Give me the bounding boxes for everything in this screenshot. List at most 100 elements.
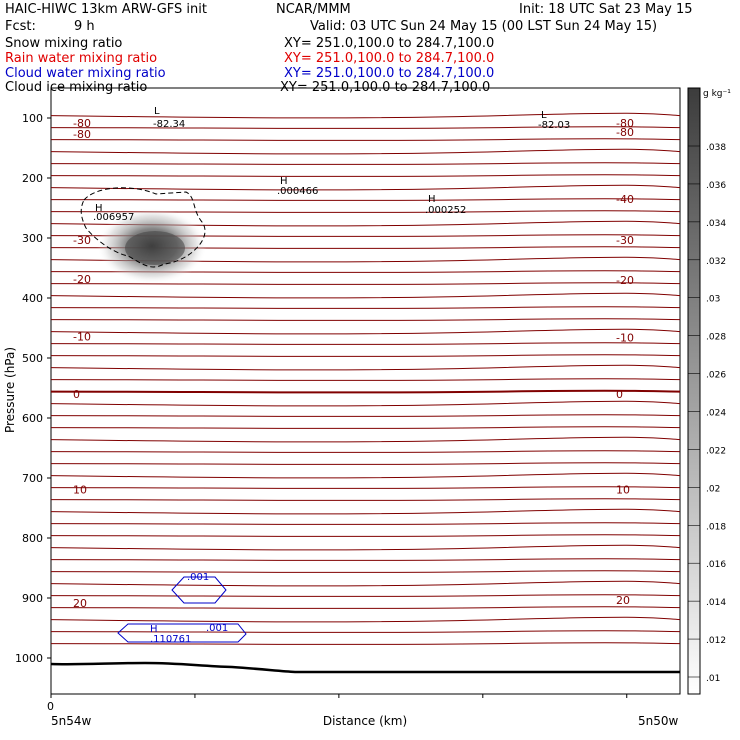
init-time: Init: 18 UTC Sat 23 May 15 [519,2,693,17]
colorbar-tick-label: .012 [706,636,726,646]
isotherm-line [50,534,681,537]
isotherm-line [50,292,681,299]
isotherm-label: -80 [616,126,634,139]
isotherm-line [50,580,681,587]
isotherm-line [50,174,681,177]
isotherm-line [50,318,681,321]
colorbar-unit: g kg⁻¹ [703,89,731,99]
colorbar-tick-label: .034 [706,219,726,229]
colorbar-tick-label: .022 [706,446,726,456]
x-axis-ticks [50,694,628,698]
isotherm-line [50,606,681,609]
colorbar-ticks: .01 .012 .014 .016 .018 .02 .022 .024 .026 .028 .0… [688,143,726,684]
legend-rain-xy: XY= 251.0,100.0 to 284.7,100.0 [284,51,495,66]
cloud-water-label: .001 [206,623,228,634]
legend-cloudwater-label: Cloud water mixing ratio [5,66,166,81]
isotherm-line [50,148,681,155]
isotherm-label: 0 [616,388,623,401]
isotherm-line [50,126,681,129]
isotherm-label: -30 [616,234,634,247]
isotherm-line [50,594,681,597]
high-marker: H [280,176,288,187]
isotherm-label: -40 [616,193,634,206]
cloud-ice-contour [80,187,206,268]
forecast-label: Fcst: [5,19,36,34]
colorbar-tick-label: .024 [706,409,726,419]
isotherm-labels: -80-80-80-80-40-30 -30-20 -20-10 -100 010 102… [73,117,634,610]
freezing-level-line [50,389,681,394]
low-value: -82.34 [153,119,185,130]
y-tick-label: 300 [22,232,43,245]
isotherm-line [50,282,681,285]
isotherm-line [50,426,681,429]
low-value: -82.03 [538,120,570,131]
y-axis-label: Pressure (hPa) [3,347,17,433]
forecast-hours: 9 h [74,19,95,34]
isotherm-line [50,472,681,479]
high-value: .000466 [277,186,318,197]
isotherm-line [50,436,681,443]
y-tick-label: 1000 [15,652,43,665]
colorbar-tick-label: .02 [706,484,720,494]
isotherm-label: 20 [616,594,630,607]
low-marker: L [541,110,547,121]
y-tick-label: 100 [22,112,43,125]
isotherm-label: 10 [616,483,630,496]
colorbar: .01 .012 .014 .016 .018 .02 .022 .024 .026 .028 .0… [687,87,726,695]
isotherm-line [50,198,681,201]
y-tick-label: 700 [22,472,43,485]
isotherm-line [50,498,681,501]
isotherm-line [50,306,681,309]
isotherm-line [50,378,681,381]
cloud-water-label: .001 [187,572,209,583]
isotherm-line [50,570,681,573]
cloud-water-contour-lower [117,623,247,643]
high-marker: H [150,624,158,635]
chart-title: HAIC-HIWC 13km ARW-GFS init [5,2,207,17]
isotherm-label: -80 [73,128,91,141]
isotherm-line [50,364,681,371]
isotherm-line [50,414,681,417]
isotherm-line [50,162,681,165]
isotherm-label: -30 [73,234,91,247]
isotherm-line [50,616,681,623]
isotherm-line [50,630,681,633]
isotherm-line [50,184,681,191]
isotherm-label: 10 [73,483,87,496]
extrema-labels: L -82.34 L -82.03 H .006957 H .000466 H … [93,106,570,645]
x-right-location: 5n50w [638,714,679,728]
isotherm-line [50,328,681,335]
x-left-location: 5n54w [51,714,92,728]
cloud-water-contour-upper [171,576,227,604]
isotherm-label: -80 [73,117,91,130]
isotherm-line [50,450,681,453]
isotherm-line [50,112,681,119]
isotherm-label: 20 [73,597,87,610]
colorbar-tick-label: .026 [706,371,726,381]
x-tick-zero: 0 [47,700,54,713]
high-value: .000252 [425,205,466,216]
legend-cloudwater-xy: XY= 251.0,100.0 to 284.7,100.0 [284,66,495,81]
isotherm-line [50,354,681,357]
high-value: .006957 [93,212,134,223]
isotherm-line [50,558,681,561]
y-axis-ticks: 100 200 300 400 500 600 700 800 900 1000 [15,112,51,665]
y-tick-label: 200 [22,172,43,185]
isotherm-line [50,544,681,551]
colorbar-tick-label: .028 [706,333,726,343]
high-marker: H [95,203,103,214]
valid-time: Valid: 03 UTC Sun 24 May 15 (00 LST Sun … [310,19,658,34]
chart-source: NCAR/MMM [276,2,351,17]
colorbar-tick-label: .032 [706,257,726,267]
isotherm-line [50,642,681,645]
y-tick-label: 800 [22,532,43,545]
x-axis-label: Distance (km) [323,714,407,728]
isotherm-line [50,462,681,465]
legend-rain-label: Rain water mixing ratio [5,51,158,66]
low-marker: L [154,106,160,117]
colorbar-tick-label: .01 [706,674,720,684]
high-value: .110761 [150,634,191,645]
y-tick-label: 500 [22,352,43,365]
isotherm-label: -20 [73,273,91,286]
